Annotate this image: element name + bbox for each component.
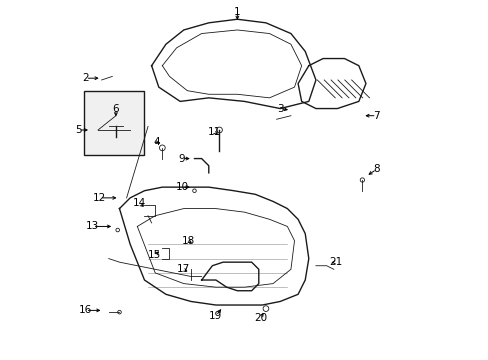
Text: 3: 3 (276, 104, 283, 113)
Text: 9: 9 (178, 154, 185, 163)
Text: 19: 19 (209, 311, 222, 321)
Text: 16: 16 (79, 305, 92, 315)
Bar (83, 91, 144, 155)
Text: 6: 6 (112, 104, 119, 113)
Text: 10: 10 (175, 182, 188, 192)
Text: 21: 21 (328, 257, 342, 267)
Text: 15: 15 (147, 250, 161, 260)
Text: 14: 14 (132, 198, 145, 208)
Text: 7: 7 (373, 111, 379, 121)
Text: 12: 12 (93, 193, 106, 203)
Text: 11: 11 (207, 127, 220, 137)
Text: 1: 1 (234, 7, 240, 17)
Text: 5: 5 (75, 125, 81, 135)
Text: 4: 4 (153, 138, 160, 148)
Text: 20: 20 (253, 312, 266, 323)
Text: 2: 2 (82, 73, 89, 83)
Text: 17: 17 (176, 264, 189, 274)
Text: 8: 8 (373, 164, 379, 174)
Text: 18: 18 (181, 236, 194, 246)
Text: 13: 13 (86, 221, 99, 231)
